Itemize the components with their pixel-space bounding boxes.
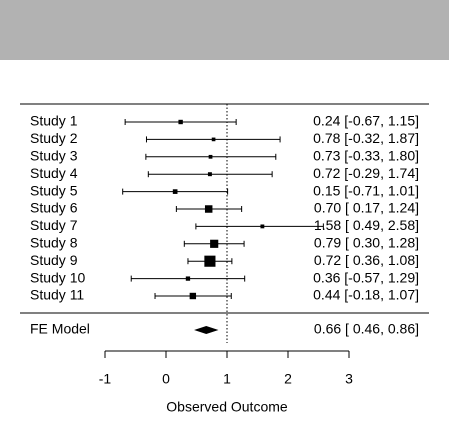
estimate-label: 0.70 [ 0.17, 1.24]	[314, 200, 419, 216]
point-estimate	[185, 276, 191, 281]
point-estimate	[260, 224, 265, 229]
point-estimate	[204, 205, 213, 213]
estimate-label: 0.72 [-0.29, 1.74]	[313, 165, 419, 181]
estimate-label: 0.36 [-0.57, 1.29]	[313, 269, 419, 285]
x-tick-label: 2	[284, 371, 292, 387]
point-estimate	[210, 239, 219, 248]
estimate-label: 0.44 [-0.18, 1.07]	[313, 287, 419, 303]
x-tick-label: 3	[345, 371, 353, 387]
point-estimate	[204, 255, 216, 267]
estimate-label: 1.58 [ 0.49, 2.58]	[314, 217, 419, 233]
header-bar	[0, 0, 449, 60]
estimate-label: 0.79 [ 0.30, 1.28]	[314, 235, 419, 251]
point-estimate	[172, 189, 178, 194]
study-label: Study 7	[30, 217, 78, 233]
study-label: Study 6	[30, 200, 78, 216]
point-estimate	[211, 137, 216, 142]
estimate-label: 0.78 [-0.32, 1.87]	[313, 130, 419, 146]
point-estimate	[207, 172, 212, 177]
study-label: Study 10	[30, 269, 85, 285]
point-estimate	[189, 292, 197, 300]
point-estimate	[208, 154, 213, 159]
study-label: Study 5	[30, 182, 78, 198]
summary-diamond	[194, 326, 219, 334]
study-label: Study 4	[30, 165, 78, 181]
study-label: Study 1	[30, 113, 78, 129]
summary-label: FE Model	[30, 321, 90, 337]
estimate-label: 0.15 [-0.71, 1.01]	[313, 182, 419, 198]
x-axis-label: Observed Outcome	[166, 399, 288, 415]
study-label: Study 11	[30, 287, 84, 303]
study-label: Study 9	[30, 252, 78, 268]
study-label: Study 2	[30, 130, 78, 146]
estimate-label: 0.72 [ 0.36, 1.08]	[314, 252, 419, 268]
estimate-label: 0.24 [-0.67, 1.15]	[313, 113, 419, 129]
summary-estimate-label: 0.66 [ 0.46, 0.86]	[314, 321, 419, 337]
point-estimate	[178, 119, 183, 125]
estimate-label: 0.73 [-0.33, 1.80]	[313, 148, 419, 164]
x-tick-label: -1	[99, 371, 112, 387]
x-tick-label: 0	[162, 371, 170, 387]
x-tick-label: 1	[223, 371, 231, 387]
study-label: Study 8	[30, 235, 78, 251]
study-label: Study 3	[30, 148, 78, 164]
